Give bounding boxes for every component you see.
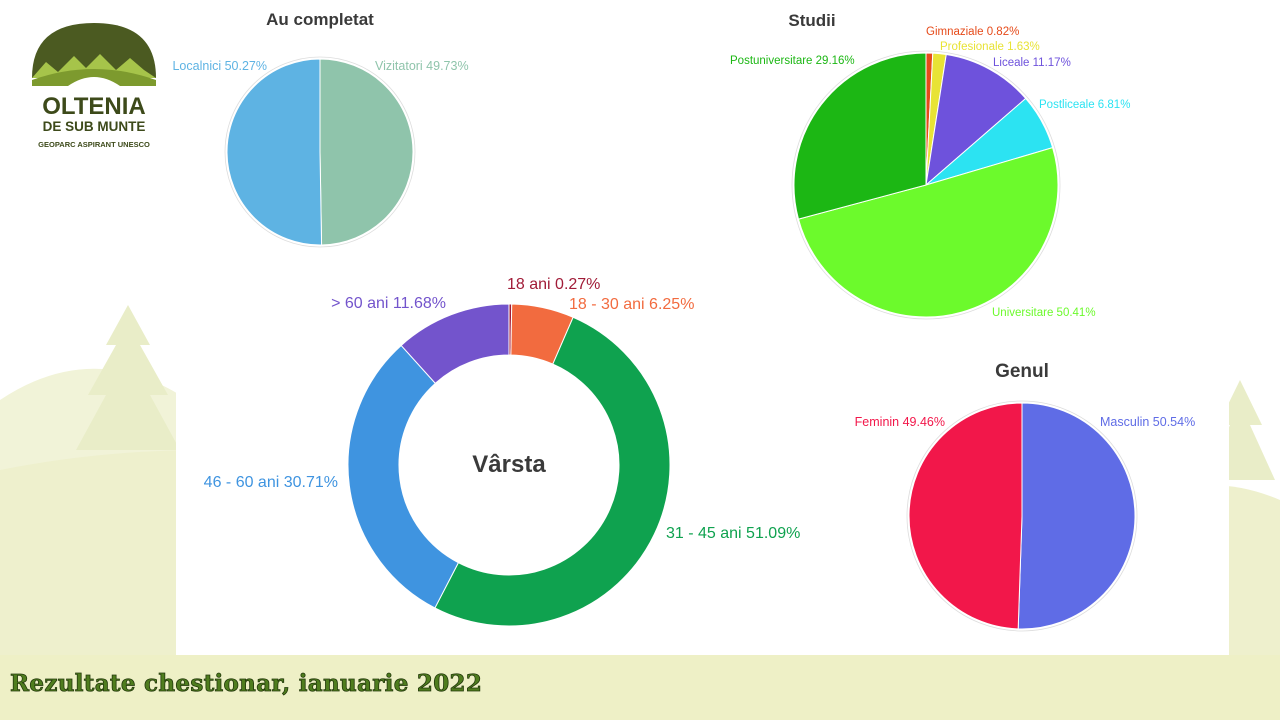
chart-genul: Masculin 50.54% Feminin 49.46% Genul	[855, 361, 1195, 632]
chart-title: Genul	[995, 361, 1049, 382]
pie-outline	[791, 50, 1061, 320]
chart-title: Vârsta	[472, 451, 546, 478]
slice-postuniversitare	[793, 52, 927, 220]
slice-vizitatori	[319, 58, 414, 246]
slice-31-45-ani	[434, 316, 671, 627]
slice-liceale	[925, 53, 1027, 187]
data-label-profesionale: Profesionale 1.63%	[940, 41, 1040, 53]
data-label-liceale: Liceale 11.17%	[993, 57, 1071, 69]
chart-title: Studii	[788, 11, 835, 30]
pie-outline	[224, 56, 416, 248]
pie-outline	[906, 400, 1138, 632]
data-label-postliceale: Postliceale 6.81%	[1039, 99, 1130, 111]
chart-au-completat: Vizitatori 49.73% Localnici 50.27% Au comp…	[172, 10, 469, 248]
data-label-localnici: Localnici 50.27%	[172, 59, 267, 73]
slice-46-60-ani	[347, 344, 460, 609]
oltenia-logo: OLTENIA DE SUB MUNTE GEOPARC ASPIRANT UN…	[32, 23, 156, 149]
slice-60-ani	[400, 303, 510, 385]
data-label-60-ani: > 60 ani 11.68%	[331, 295, 446, 312]
data-label-universitare: Universitare 50.41%	[992, 307, 1096, 319]
data-label-46-60-ani: 46 - 60 ani 30.71%	[204, 474, 338, 491]
data-label-feminin: Feminin 49.46%	[855, 415, 945, 429]
data-label-18-ani: 18 ani 0.27%	[507, 276, 600, 293]
data-label-gimnaziale: Gimnaziale 0.82%	[926, 26, 1019, 38]
chart-v-rsta: 18 ani 0.27% 18 - 30 ani 6.25% 31 - 45 ani…	[204, 276, 800, 627]
data-label-18-30-ani: 18 - 30 ani 6.25%	[569, 296, 694, 313]
logo-line2: DE SUB MUNTE	[43, 119, 146, 134]
slice-localnici	[226, 58, 323, 246]
data-label-31-45-ani: 31 - 45 ani 51.09%	[666, 525, 800, 542]
data-label-vizitatori: Vizitatori 49.73%	[375, 59, 469, 73]
logo-line1: OLTENIA	[42, 93, 146, 120]
slice-masculin	[1017, 402, 1136, 630]
slice-feminin	[908, 402, 1023, 630]
chart-studii: Gimnaziale 0.82% Profesionale 1.63% Liceal…	[730, 11, 1130, 320]
footer-title: Rezultate chestionar, ianuarie 2022	[10, 670, 483, 698]
logo-line3: GEOPARC ASPIRANT UNESCO	[38, 140, 150, 149]
data-label-masculin: Masculin 50.54%	[1100, 415, 1195, 429]
slice-universitare	[797, 146, 1059, 318]
data-label-postuniversitare: Postuniversitare 29.16%	[730, 55, 855, 67]
chart-title: Au completat	[266, 10, 374, 29]
